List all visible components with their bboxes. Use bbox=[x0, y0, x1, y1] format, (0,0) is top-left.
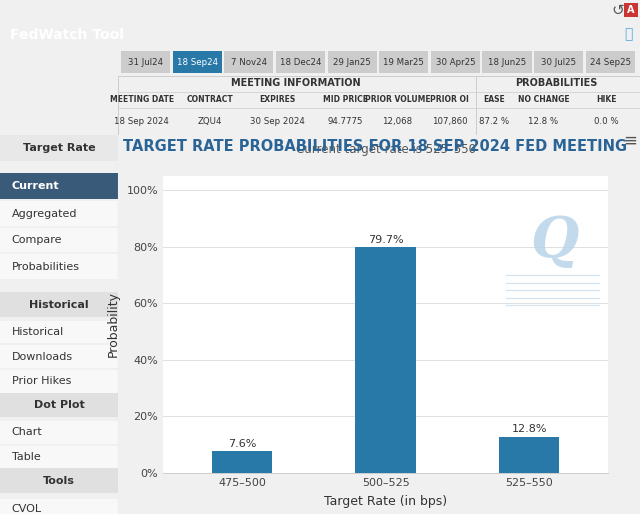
Bar bbox=[212, 451, 272, 473]
Bar bbox=[0, 468, 118, 493]
Bar bbox=[0, 393, 118, 417]
Text: 7.6%: 7.6% bbox=[228, 438, 256, 449]
Bar bbox=[0, 228, 118, 252]
Text: CVOL: CVOL bbox=[12, 504, 42, 514]
Bar bbox=[0, 292, 118, 317]
Bar bbox=[0, 370, 118, 393]
Text: 87.2 %: 87.2 % bbox=[479, 117, 509, 126]
Bar bbox=[173, 51, 221, 74]
Text: NO CHANGE: NO CHANGE bbox=[518, 95, 570, 104]
Bar bbox=[0, 254, 118, 279]
Text: 29 Jan25: 29 Jan25 bbox=[333, 58, 371, 67]
Text: ↺: ↺ bbox=[611, 3, 624, 18]
Text: HIKE: HIKE bbox=[596, 95, 616, 104]
Bar bbox=[499, 437, 559, 473]
Y-axis label: Probability: Probability bbox=[107, 291, 120, 357]
Text: Compare: Compare bbox=[12, 235, 62, 245]
Text: 18 Jun25: 18 Jun25 bbox=[488, 58, 526, 67]
Text: EASE: EASE bbox=[483, 95, 505, 104]
Text: Current: Current bbox=[12, 181, 60, 191]
Text: Probabilities: Probabilities bbox=[12, 262, 80, 272]
Bar bbox=[380, 51, 428, 74]
Text: MEETING DATE: MEETING DATE bbox=[110, 95, 174, 104]
Text: CONTRACT: CONTRACT bbox=[186, 95, 233, 104]
Text: Historical: Historical bbox=[29, 300, 89, 309]
Text: PROBABILITIES: PROBABILITIES bbox=[515, 78, 598, 88]
Text: PRIOR OI: PRIOR OI bbox=[430, 95, 469, 104]
Text: 18 Dec24: 18 Dec24 bbox=[280, 58, 321, 67]
Text: MID PRICE: MID PRICE bbox=[323, 95, 368, 104]
Text: FedWatch Tool: FedWatch Tool bbox=[10, 28, 124, 42]
Bar bbox=[0, 173, 118, 199]
Text: Target Rate: Target Rate bbox=[23, 143, 95, 153]
Text: TARGET RATE PROBABILITIES FOR 18 SEP 2024 FED MEETING: TARGET RATE PROBABILITIES FOR 18 SEP 202… bbox=[123, 139, 627, 154]
Text: Current target rate is 525–550: Current target rate is 525–550 bbox=[296, 143, 476, 156]
Text: 18 Sep24: 18 Sep24 bbox=[177, 58, 218, 67]
Text: 18 Sep 2024: 18 Sep 2024 bbox=[115, 117, 170, 126]
Text: Historical: Historical bbox=[12, 327, 64, 337]
Bar bbox=[224, 51, 273, 74]
Text: 19 Mar25: 19 Mar25 bbox=[383, 58, 424, 67]
Text: PRIOR VOLUME: PRIOR VOLUME bbox=[365, 95, 430, 104]
Text: 7 Nov24: 7 Nov24 bbox=[231, 58, 267, 67]
Bar bbox=[0, 446, 118, 468]
Bar bbox=[483, 51, 531, 74]
Bar bbox=[121, 51, 170, 74]
Text: 30 Jul25: 30 Jul25 bbox=[541, 58, 576, 67]
Text: Downloads: Downloads bbox=[12, 352, 73, 361]
Text: 31 Jul24: 31 Jul24 bbox=[128, 58, 163, 67]
Text: 0.0 %: 0.0 % bbox=[594, 117, 618, 126]
Bar bbox=[0, 499, 118, 514]
Bar bbox=[624, 3, 638, 17]
Text: Chart: Chart bbox=[12, 428, 43, 437]
X-axis label: Target Rate (in bps): Target Rate (in bps) bbox=[324, 494, 447, 508]
Text: 79.7%: 79.7% bbox=[368, 234, 403, 245]
Bar bbox=[431, 51, 480, 74]
Text: Prior Hikes: Prior Hikes bbox=[12, 376, 71, 386]
Text: Tools: Tools bbox=[44, 476, 75, 486]
Text: ≡: ≡ bbox=[623, 131, 637, 149]
Text: Q: Q bbox=[531, 214, 579, 269]
Bar bbox=[0, 201, 118, 226]
Bar bbox=[0, 135, 118, 161]
Bar bbox=[0, 321, 118, 343]
Text: Aggregated: Aggregated bbox=[12, 209, 77, 218]
Bar bbox=[355, 247, 416, 473]
Text: ZQU4: ZQU4 bbox=[197, 117, 222, 126]
Text: Table: Table bbox=[12, 452, 40, 462]
Text: A: A bbox=[627, 5, 635, 15]
Text: 30 Sep 2024: 30 Sep 2024 bbox=[250, 117, 305, 126]
Bar bbox=[586, 51, 635, 74]
Text: MEETING INFORMATION: MEETING INFORMATION bbox=[231, 78, 360, 88]
Bar bbox=[276, 51, 325, 74]
Text: 107,860: 107,860 bbox=[432, 117, 467, 126]
Bar bbox=[534, 51, 583, 74]
Text: 30 Apr25: 30 Apr25 bbox=[436, 58, 475, 67]
Text: 24 Sep25: 24 Sep25 bbox=[589, 58, 631, 67]
Text: 94.7775: 94.7775 bbox=[328, 117, 363, 126]
Text: 12.8 %: 12.8 % bbox=[529, 117, 559, 126]
Bar bbox=[0, 421, 118, 444]
Text: Dot Plot: Dot Plot bbox=[34, 400, 84, 410]
Text: 12.8%: 12.8% bbox=[511, 424, 547, 434]
Bar bbox=[0, 345, 118, 368]
Text: EXPIRES: EXPIRES bbox=[259, 95, 296, 104]
Bar bbox=[328, 51, 376, 74]
Text: 🐦: 🐦 bbox=[624, 28, 633, 42]
Text: 12,068: 12,068 bbox=[382, 117, 413, 126]
